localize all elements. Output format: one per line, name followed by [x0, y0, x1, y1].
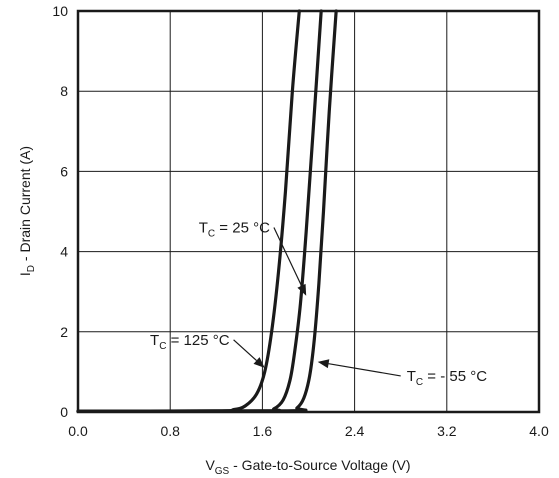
series-line-tc-minus-55 [76, 9, 338, 413]
y-tick-label: 4 [60, 244, 68, 260]
plot-frame [76, 9, 541, 414]
series-label: TC = 125 °C [150, 332, 230, 352]
y-tick-label: 10 [52, 3, 68, 19]
y-tick-label: 0 [60, 404, 68, 420]
y-axis-label: ID - Drain Current (A) [17, 146, 37, 276]
annotation-leader [273, 227, 303, 287]
y-tick-label: 6 [60, 163, 68, 179]
x-tick-label: 4.0 [529, 423, 549, 439]
series-label: TC = 25 °C [199, 220, 270, 240]
annotation-arrowhead [297, 283, 307, 296]
series-label: TC = - 55 °C [407, 368, 488, 388]
x-axis-label: VGS - Gate-to-Source Voltage (V) [205, 457, 410, 477]
x-tick-labels: 0.0 0.8 1.6 2.4 3.2 4.0 [68, 423, 549, 439]
grid [78, 11, 539, 412]
series-line-tc-125 [76, 9, 301, 413]
y-tick-label: 2 [60, 324, 68, 340]
series-annotations: TC = 125 °C TC = 25 °C TC = - 55 °C [150, 220, 487, 388]
series-group [76, 9, 338, 413]
y-tick-labels: 0 2 4 6 8 10 [52, 3, 68, 420]
annotation-leader [328, 363, 401, 377]
annotation-arrowhead [253, 357, 265, 368]
x-tick-label: 0.8 [160, 423, 180, 439]
x-tick-label: 0.0 [68, 423, 88, 439]
annotation-leader [233, 339, 257, 361]
x-tick-label: 1.6 [253, 423, 273, 439]
x-tick-label: 2.4 [345, 423, 365, 439]
y-tick-label: 8 [60, 83, 68, 99]
annotation-arrowhead [317, 359, 330, 369]
x-tick-label: 3.2 [437, 423, 457, 439]
